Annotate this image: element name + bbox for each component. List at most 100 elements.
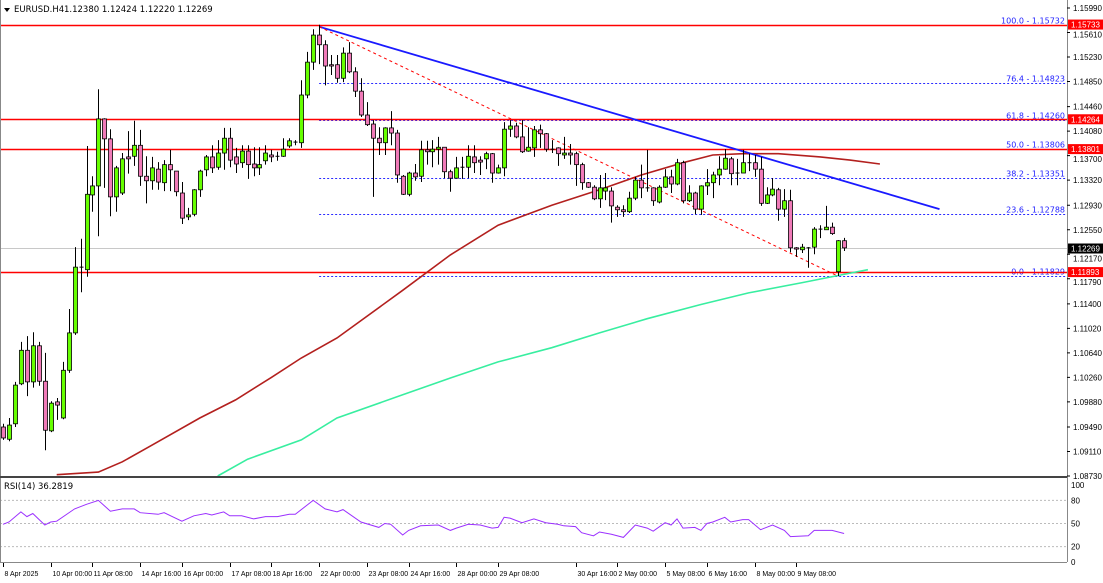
candle-bull xyxy=(407,172,412,195)
price-tick-label: 1.11400 xyxy=(1073,300,1102,309)
candle-bull xyxy=(770,188,775,196)
fib-level-label: 61.8 - 1.14260 xyxy=(1006,112,1065,121)
candle-bear xyxy=(371,123,376,139)
candle-bear xyxy=(592,186,597,200)
candle-bear xyxy=(651,187,656,202)
candle-bull xyxy=(657,186,662,203)
candles xyxy=(1,24,847,451)
candle-bear xyxy=(490,153,495,174)
candle-bull xyxy=(705,182,710,187)
candle-bear xyxy=(788,200,793,249)
candle-bear xyxy=(1,426,6,439)
candle-bull xyxy=(120,158,125,194)
candle-bull xyxy=(436,146,441,150)
price-badge xyxy=(1068,114,1103,125)
candle-bear xyxy=(329,64,334,67)
price-tick-label: 1.13700 xyxy=(1073,155,1102,164)
candle-bull xyxy=(603,187,608,192)
candle-bull xyxy=(502,128,507,169)
candle-bull xyxy=(299,94,304,144)
candle-bull xyxy=(341,52,346,79)
candle-bull xyxy=(263,152,268,162)
candle-bear xyxy=(395,132,400,176)
price-tick-label: 1.10640 xyxy=(1073,349,1102,358)
candle-bull xyxy=(627,197,632,213)
candle-bear xyxy=(353,71,358,92)
symbol-label: EURUSD.H4 xyxy=(14,5,64,15)
candle-bull xyxy=(49,402,54,432)
time-tick-label: 2 May 00:00 xyxy=(619,571,658,578)
candle-bull xyxy=(454,167,459,179)
candle-bull xyxy=(150,167,155,182)
candle-bear xyxy=(174,170,179,193)
candle-bear xyxy=(210,156,215,169)
time-tick-label: 17 Apr 08:00 xyxy=(232,571,272,578)
candle-bear xyxy=(323,44,328,67)
candle-bull xyxy=(562,152,567,156)
candle-bear xyxy=(693,192,698,210)
candle-bull xyxy=(287,140,292,147)
time-tick-label: 8 Apr 2025 xyxy=(5,571,39,578)
candle-bear xyxy=(794,247,799,250)
candle-bear xyxy=(413,172,418,178)
time-tick-label: 5 May 08:00 xyxy=(667,571,706,578)
fib-level-label: 100.0 - 1.15732 xyxy=(1001,17,1065,26)
price-axis[interactable]: 1.15990 1.15610 1.15230 1.14850 1.14460 1.140… xyxy=(1067,4,1103,567)
candle-bear xyxy=(365,114,370,126)
candle-bear xyxy=(246,150,251,166)
fib-level-label: 76.4 - 1.14823 xyxy=(1006,75,1065,84)
candle-bull xyxy=(800,246,805,251)
candle-bear xyxy=(401,175,406,195)
candle-bull xyxy=(687,192,692,202)
price-badge xyxy=(1068,267,1103,278)
candle-bull xyxy=(19,349,24,385)
time-tick-label: 18 Apr 16:00 xyxy=(273,571,313,578)
bid-badge-label: 1.12269 xyxy=(1071,245,1100,254)
trendline[interactable] xyxy=(318,25,940,210)
time-tick-label: 23 Apr 08:00 xyxy=(369,571,409,578)
time-tick-label: 6 May 16:00 xyxy=(709,571,748,578)
candle-bear xyxy=(317,34,322,46)
candle-bull xyxy=(430,148,435,153)
time-tick-label: 28 Apr 00:00 xyxy=(458,571,498,578)
price-tick-label: 1.15230 xyxy=(1073,53,1102,62)
time-axis[interactable]: 8 Apr 2025 10 Apr 00:00 11 Apr 08:00 14 Apr… xyxy=(3,563,837,578)
moving-average-ma_slow xyxy=(56,152,881,476)
candle-bear xyxy=(138,144,143,177)
moving-average-ma_long xyxy=(217,268,869,477)
chart-frame xyxy=(0,0,1068,563)
candle-bear xyxy=(830,226,835,235)
candle-bull xyxy=(240,150,245,164)
triangle-down-icon[interactable] xyxy=(4,8,10,12)
candle-bear xyxy=(753,162,758,170)
candle-bear xyxy=(639,179,644,189)
rsi-tick-label: 100 xyxy=(1071,481,1085,490)
price-tick-label: 1.11790 xyxy=(1073,278,1102,287)
candle-bear xyxy=(228,137,233,161)
candle-bull xyxy=(526,146,531,152)
candle-bull xyxy=(7,424,12,440)
candle-bear xyxy=(359,90,364,116)
rsi-tick-label: 80 xyxy=(1071,496,1080,505)
candle-bear xyxy=(43,380,48,431)
chart-header: EURUSD.H4 1.12380 1.12424 1.12220 1.1226… xyxy=(4,5,213,15)
price-tick-label: 1.14460 xyxy=(1073,103,1102,112)
candle-bear xyxy=(335,64,340,79)
candle-bear xyxy=(126,156,131,160)
candle-bear xyxy=(269,154,274,158)
candle-bull xyxy=(496,167,501,174)
trendlines[interactable] xyxy=(318,25,940,277)
candle-bull xyxy=(824,226,829,231)
candle-bull xyxy=(216,152,221,168)
price-badge xyxy=(1068,19,1103,30)
price-badge-label: 1.11893 xyxy=(1071,268,1100,277)
rsi-indicator xyxy=(2,499,845,538)
bid-badge xyxy=(1068,243,1103,254)
horizontal-lines[interactable] xyxy=(0,24,1067,274)
candle-bull xyxy=(31,345,36,383)
candle-bull xyxy=(663,176,668,188)
candle-bull xyxy=(67,332,72,371)
rsi-tick-label: 50 xyxy=(1071,520,1080,529)
candle-bull xyxy=(257,164,262,169)
